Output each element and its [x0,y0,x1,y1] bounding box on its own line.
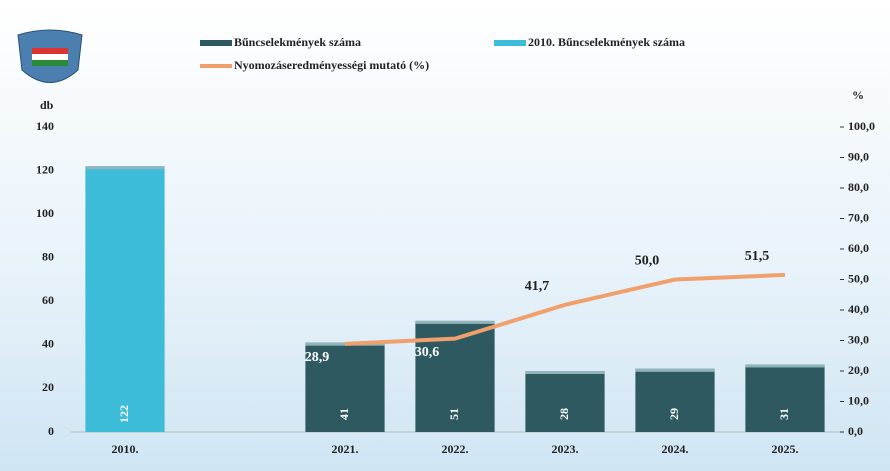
legend-swatch [200,40,232,46]
line-value-label: 50,0 [635,254,660,269]
bar-value-label: 41 [337,408,351,420]
y2-tick-label: 70,0 [848,210,869,224]
x-tick-label: 2021. [332,442,359,456]
y-tick-label: 100 [36,206,54,220]
bar-value-label: 29 [667,408,681,420]
y-tick-label: 0 [48,424,54,438]
logo [18,30,82,83]
y-tick-label: 60 [42,293,54,307]
legend-label: 2010. Bűncselekmények száma [528,35,685,49]
chart: Bűncselekmények száma 2010. Bűncselekmén… [0,0,890,471]
x-tick-label: 2025. [772,442,799,456]
bar-value-label: 31 [777,408,791,420]
y2-tick-label: 40,0 [848,302,869,316]
bar-value-label: 122 [117,405,131,423]
y-tick-label: 80 [42,249,54,263]
bar-top [415,321,494,324]
y2-tick-label: 20,0 [848,363,869,377]
bar-value-label: 28 [557,408,571,420]
y2-tick-label: 80,0 [848,180,869,194]
x-tick-label: 2024. [662,442,689,456]
bar-top [635,369,714,372]
y2-tick-label: 60,0 [848,241,869,255]
line-value-label: 41,7 [525,279,550,294]
y-tick-label: 20 [42,380,54,394]
bar-top [85,166,164,169]
y2-tick-label: 0,0 [848,424,863,438]
y2-tick-label: 30,0 [848,332,869,346]
line-value-label: 28,9 [305,350,330,365]
bar-value-label: 51 [447,408,461,420]
x-tick-label: 2010. [112,442,139,456]
y2-tick-label: 90,0 [848,149,869,163]
y-tick-label: 120 [36,162,54,176]
bar-top [525,371,604,374]
bar [745,364,824,432]
legend-swatch [494,40,526,46]
y-tick-label: 40 [42,337,54,351]
bar [525,371,604,432]
line-value-label: 51,5 [745,249,770,264]
y2-axis-title: % [852,88,864,102]
y2-tick-label: 50,0 [848,271,869,285]
bar [635,369,714,432]
y-axis-title: db [40,98,54,112]
line-value-label: 30,6 [415,345,440,360]
y-tick-label: 140 [36,119,54,133]
legend-label: Nyomozáseredményességi mutató (%) [234,58,429,72]
y2-tick-label: 10,0 [848,393,869,407]
x-tick-label: 2023. [552,442,579,456]
bar-top [745,364,824,367]
x-tick-label: 2022. [442,442,469,456]
y2-tick-label: 100,0 [848,119,875,133]
legend-label: Bűncselekmények száma [234,35,361,49]
bar [85,166,164,432]
